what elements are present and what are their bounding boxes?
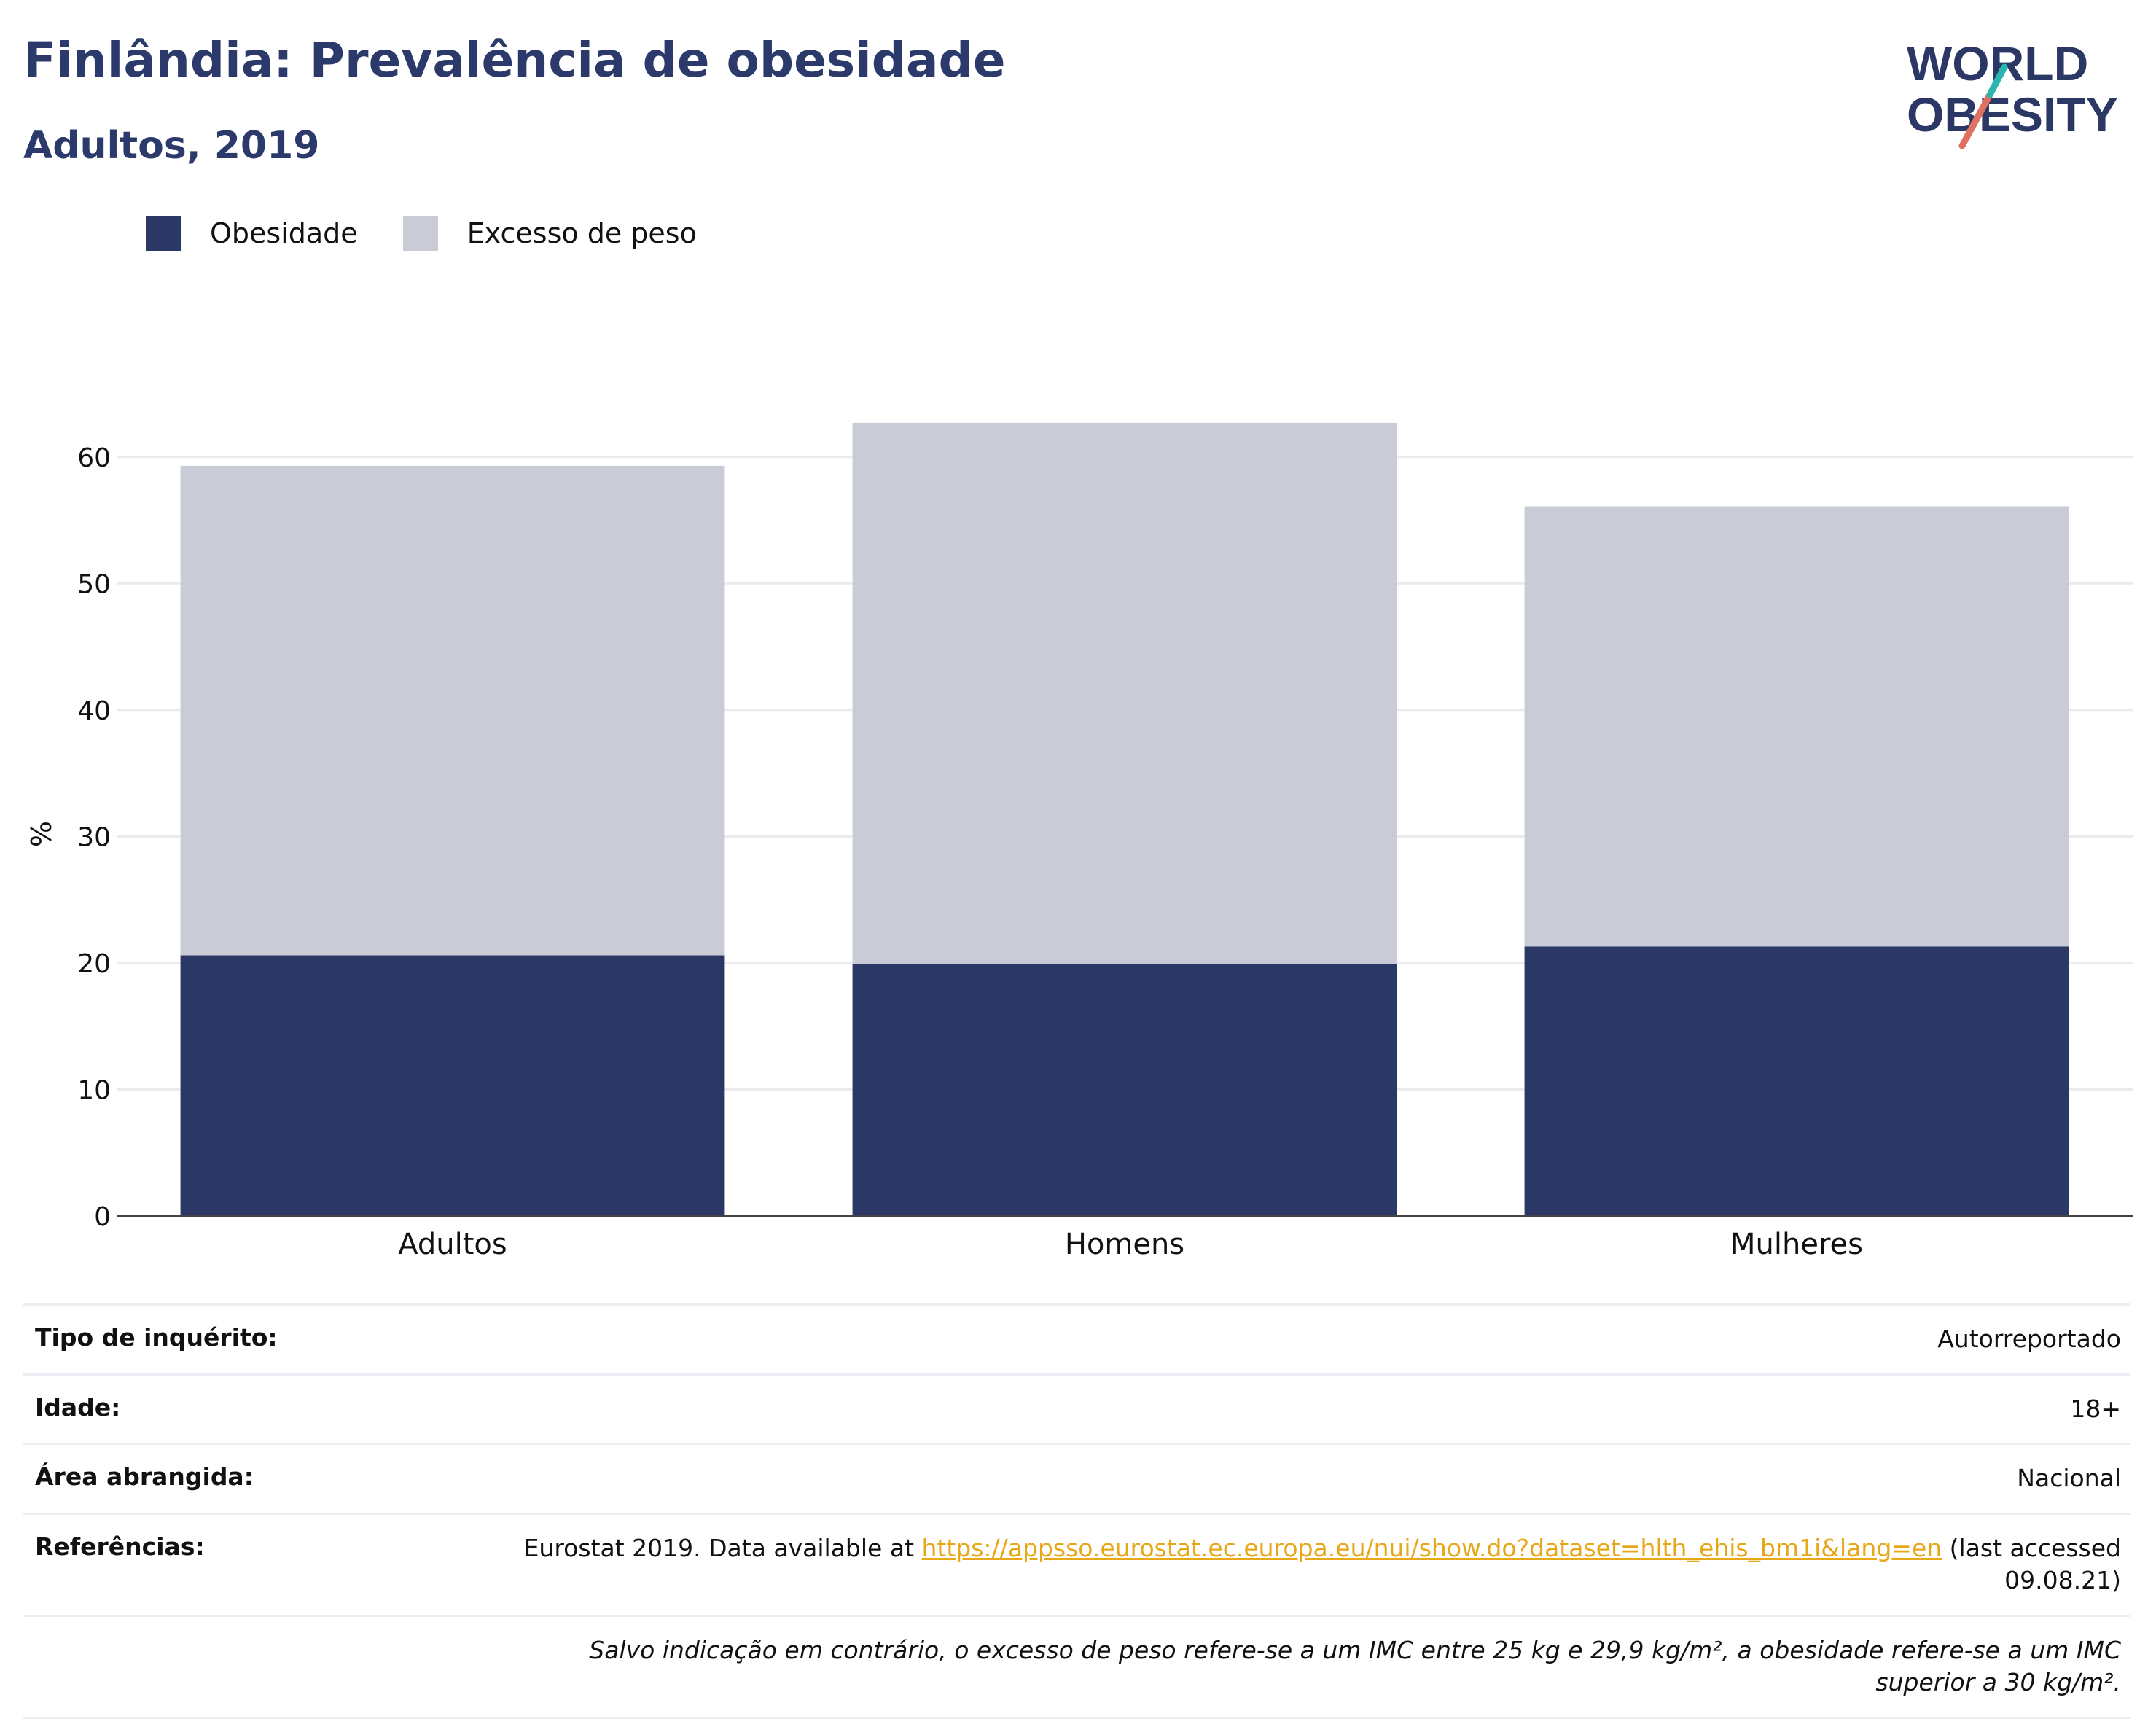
world-obesity-logo: WORLD OBESITY	[1907, 36, 2118, 149]
logo-line2: OBESITY	[1907, 87, 2118, 141]
info-key: Área abrangida:	[35, 1462, 254, 1492]
legend-item-excesso-de-peso[interactable]: Excesso de peso	[402, 216, 697, 251]
bar-adultos-excesso-de-peso	[180, 465, 725, 956]
bar-mulheres-obesidade	[1524, 946, 2069, 1216]
chart-subtitle: Adultos, 2019	[23, 124, 320, 168]
legend-swatch-obesidade	[146, 216, 181, 251]
legend-label-excesso-de-peso: Excesso de peso	[466, 217, 697, 249]
info-row-references: Referências: Eurostat 2019. Data availab…	[23, 1512, 2130, 1615]
info-value: 18+	[2070, 1394, 2121, 1423]
y-tick-label: 10	[77, 1075, 111, 1105]
y-axis-label: %	[26, 821, 58, 847]
info-row-age: Idade: 18+	[23, 1373, 2130, 1443]
references-prefix: Eurostat 2019. Data available at	[523, 1533, 922, 1562]
x-tick-label: Homens	[1065, 1228, 1184, 1261]
references-link[interactable]: https://appsso.eurostat.ec.europa.eu/nui…	[921, 1533, 1942, 1562]
bar-homens-obesidade	[852, 964, 1397, 1216]
chart-title: Finlândia: Prevalência de obesidade	[23, 32, 1006, 88]
x-tick-label: Adultos	[398, 1228, 507, 1261]
y-tick-label: 40	[77, 696, 111, 726]
legend-item-obesidade[interactable]: Obesidade	[146, 216, 358, 251]
y-tick-label: 20	[77, 949, 111, 979]
info-table: Tipo de inquérito: Autorreportado Idade:…	[23, 1303, 2130, 1719]
info-row-survey-type: Tipo de inquérito: Autorreportado	[23, 1303, 2130, 1373]
bar-homens-excesso-de-peso	[852, 422, 1397, 964]
legend: Obesidade Excesso de peso	[146, 216, 742, 251]
info-key: Tipo de inquérito:	[35, 1323, 278, 1352]
legend-label-obesidade: Obesidade	[210, 217, 358, 249]
info-key: Idade:	[35, 1392, 121, 1422]
bar-adultos-obesidade	[180, 955, 725, 1216]
y-tick-label: 0	[94, 1202, 111, 1232]
references-value: Eurostat 2019. Data available at https:/…	[517, 1532, 2121, 1597]
y-tick-label: 30	[77, 822, 111, 852]
y-tick-label: 60	[77, 443, 111, 473]
x-tick-label: Mulheres	[1730, 1228, 1863, 1261]
y-tick-label: 50	[77, 569, 111, 599]
info-row-note: Salvo indicação em contrário, o excesso …	[23, 1614, 2130, 1719]
stacked-bar-chart: 0 10 20 30 40 50 60% Adultos Homens Mulheres	[26, 422, 2133, 1261]
info-value: Nacional	[2017, 1464, 2121, 1493]
info-value: Autorreportado	[1937, 1325, 2121, 1353]
references-suffix: (last accessed 09.08.21)	[1942, 1533, 2121, 1595]
info-row-area: Área abrangida: Nacional	[23, 1443, 2130, 1513]
bar-mulheres-excesso-de-peso	[1524, 506, 2069, 947]
legend-swatch-excesso-de-peso	[402, 216, 438, 251]
info-key: Referências:	[35, 1532, 205, 1561]
definition-note: Salvo indicação em contrário, o excesso …	[589, 1635, 2121, 1697]
